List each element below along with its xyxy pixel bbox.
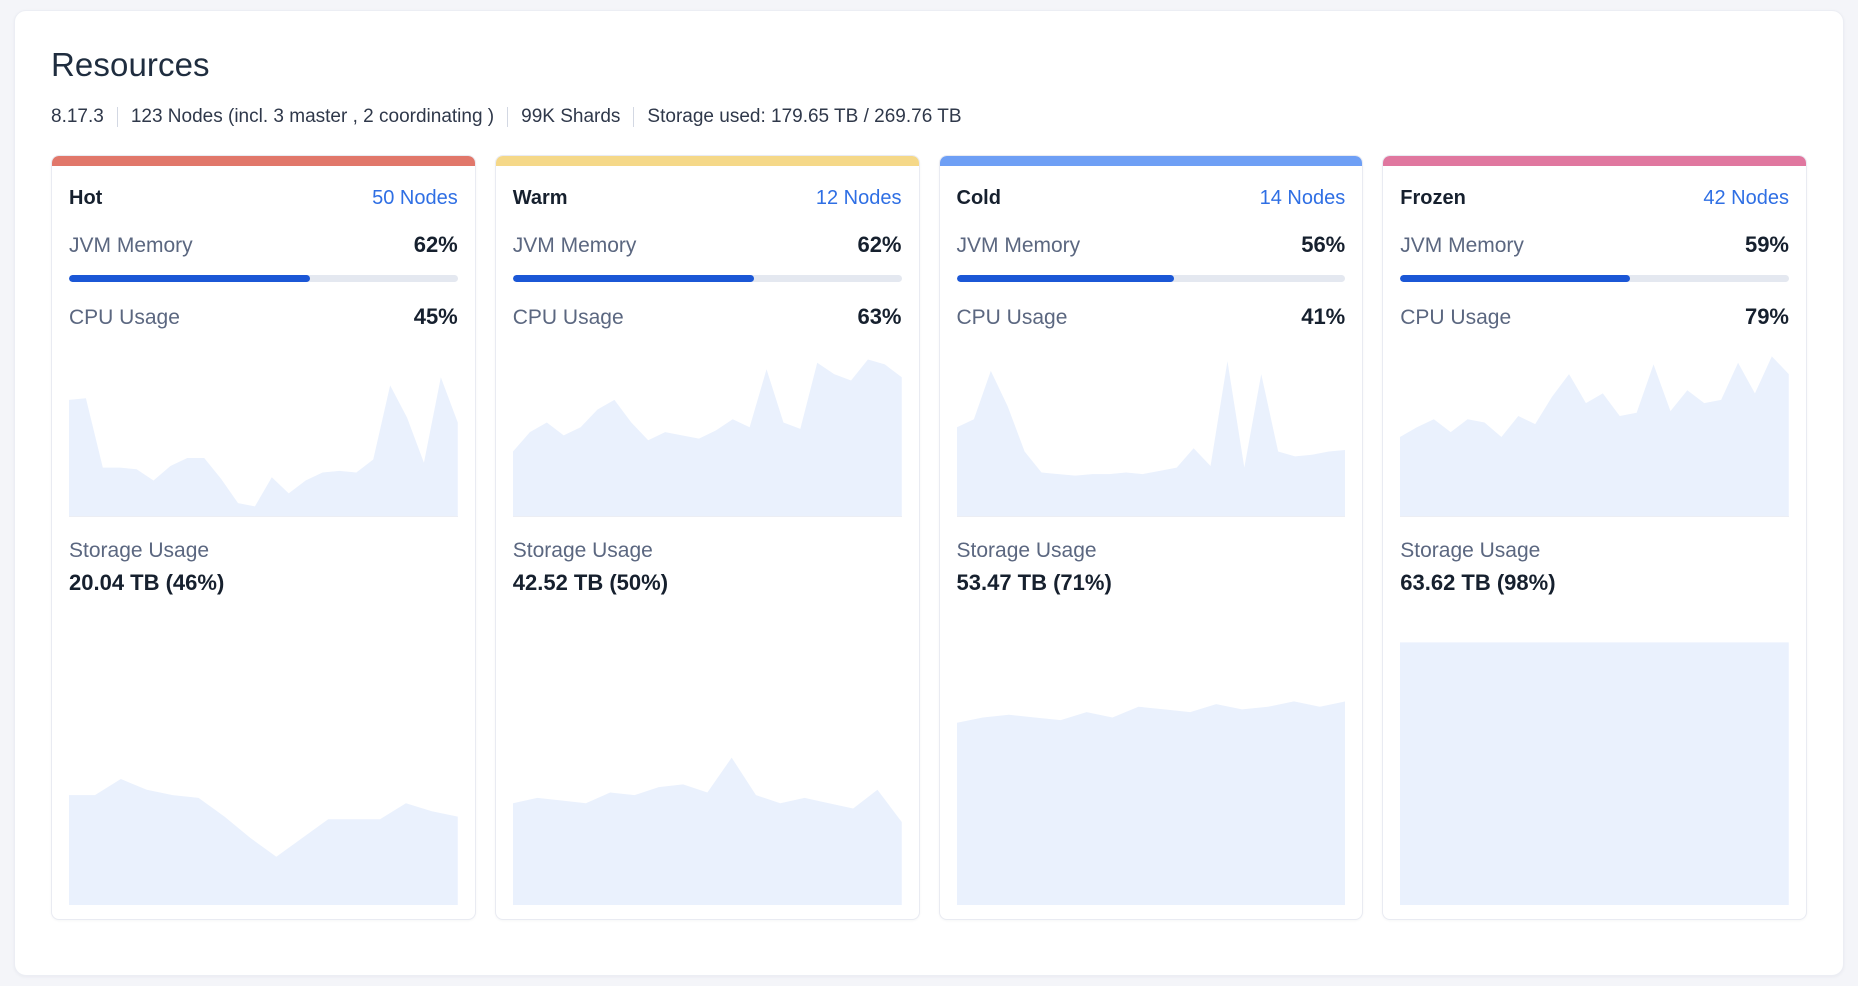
- cpu-usage-sparkline-area: [512, 359, 902, 517]
- cpu-usage-label: CPU Usage: [1400, 306, 1512, 330]
- tier-accent-bar: [1383, 156, 1806, 166]
- cpu-usage-sparkline-area: [1400, 356, 1789, 517]
- tier-card-header: Warm 12 Nodes: [513, 166, 902, 210]
- storage-usage-sparkline: [956, 598, 1346, 919]
- tier-card-hot[interactable]: Hot 50 Nodes JVM Memory 62% CPU Usage 45% Stor…: [51, 155, 476, 920]
- tier-accent-bar: [495, 156, 919, 166]
- cpu-usage-sparkline: [956, 348, 1346, 518]
- storage-usage-block: Storage Usage 63.62 TB (98%): [1400, 517, 1789, 598]
- jvm-memory-progress-fill: [1400, 274, 1630, 283]
- tier-name: Cold: [956, 186, 1001, 209]
- tier-card-header: Cold 14 Nodes: [957, 166, 1346, 210]
- storage-usage-label: Storage Usage: [1400, 539, 1541, 563]
- cpu-usage-label: CPU Usage: [956, 306, 1068, 330]
- meta-version: 8.17.3: [51, 106, 104, 127]
- jvm-memory-row: JVM Memory 62%: [513, 232, 902, 258]
- tier-card-header: Hot 50 Nodes: [69, 166, 458, 210]
- storage-usage-sparkline: [1400, 598, 1789, 919]
- jvm-memory-label: JVM Memory: [1400, 233, 1524, 257]
- tier-node-count-link[interactable]: 14 Nodes: [1259, 186, 1346, 209]
- storage-usage-value: 63.62 TB (98%): [1400, 570, 1556, 596]
- jvm-memory-value: 56%: [1301, 231, 1346, 257]
- storage-usage-label: Storage Usage: [956, 539, 1097, 563]
- jvm-memory-label: JVM Memory: [956, 233, 1081, 257]
- meta-shards: 99K Shards: [521, 106, 621, 127]
- tier-accent-bar: [939, 156, 1363, 166]
- jvm-memory-value: 62%: [413, 231, 458, 257]
- tier-card-body: Warm 12 Nodes JVM Memory 62% CPU Usage 63% Sto…: [496, 166, 919, 919]
- storage-usage-value: 20.04 TB (46%): [69, 570, 225, 596]
- jvm-memory-row: JVM Memory 59%: [1400, 232, 1789, 258]
- tier-card-body: Cold 14 Nodes JVM Memory 56% CPU Usage 41% Sto…: [940, 166, 1363, 919]
- storage-usage-label: Storage Usage: [69, 539, 210, 563]
- meta-divider: [116, 107, 118, 127]
- tier-card-header: Frozen 42 Nodes: [1400, 166, 1789, 210]
- jvm-memory-progress-fill: [956, 274, 1175, 283]
- tier-card-body: Hot 50 Nodes JVM Memory 62% CPU Usage 45% Stor…: [52, 166, 475, 919]
- jvm-memory-progress: [956, 274, 1346, 283]
- jvm-memory-row: JVM Memory 56%: [957, 232, 1346, 258]
- storage-usage-value: 53.47 TB (71%): [956, 570, 1112, 596]
- tier-name: Warm: [512, 186, 568, 209]
- cpu-usage-sparkline-area: [956, 361, 1346, 517]
- jvm-memory-progress-fill: [69, 274, 311, 283]
- cpu-usage-sparkline: [69, 348, 458, 518]
- cpu-usage-value: 45%: [413, 304, 458, 330]
- storage-usage-sparkline-area: [69, 779, 458, 905]
- meta-nodes: 123 Nodes (incl. 3 master , 2 coordinati…: [130, 106, 495, 127]
- storage-usage-sparkline: [69, 598, 458, 919]
- storage-usage-sparkline: [512, 598, 902, 919]
- storage-usage-block: Storage Usage 53.47 TB (71%): [957, 517, 1346, 598]
- tier-card-list: Hot 50 Nodes JVM Memory 62% CPU Usage 45% Stor…: [51, 155, 1807, 920]
- jvm-memory-progress: [1400, 274, 1789, 283]
- tier-node-count-link[interactable]: 50 Nodes: [372, 186, 458, 209]
- storage-usage-sparkline-area: [956, 701, 1346, 905]
- tier-card-warm[interactable]: Warm 12 Nodes JVM Memory 62% CPU Usage 63% Sto…: [494, 155, 920, 920]
- page-title: Resources: [51, 46, 210, 83]
- tier-node-count-link[interactable]: 12 Nodes: [815, 186, 902, 209]
- cpu-usage-value: 63%: [857, 304, 902, 330]
- meta-divider: [507, 107, 509, 127]
- tier-name: Hot: [69, 186, 103, 209]
- resources-panel: Resources 8.17.3 123 Nodes (incl. 3 mast…: [14, 10, 1844, 976]
- meta-storage-used: Storage used: 179.65 TB / 269.76 TB: [647, 106, 962, 127]
- tier-node-count-link[interactable]: 42 Nodes: [1703, 186, 1789, 209]
- cpu-usage-value: 41%: [1301, 304, 1346, 330]
- storage-usage-block: Storage Usage 42.52 TB (50%): [513, 517, 902, 598]
- meta-divider: [633, 107, 635, 127]
- tier-card-body: Frozen 42 Nodes JVM Memory 59% CPU Usage 79% S…: [1383, 166, 1806, 919]
- tier-card-cold[interactable]: Cold 14 Nodes JVM Memory 56% CPU Usage 41% Sto…: [938, 155, 1364, 920]
- storage-usage-block: Storage Usage 20.04 TB (46%): [69, 517, 458, 598]
- jvm-memory-progress: [69, 274, 458, 283]
- cpu-usage-row: CPU Usage 45%: [69, 304, 458, 330]
- cluster-meta-line: 8.17.3 123 Nodes (incl. 3 master , 2 coo…: [51, 105, 1807, 129]
- jvm-memory-value: 59%: [1744, 231, 1789, 257]
- cpu-usage-label: CPU Usage: [69, 306, 180, 330]
- jvm-memory-progress-fill: [512, 274, 754, 283]
- jvm-memory-label: JVM Memory: [512, 233, 637, 257]
- cpu-usage-row: CPU Usage 79%: [1400, 304, 1789, 330]
- cpu-usage-sparkline-area: [69, 377, 458, 517]
- tier-card-frozen[interactable]: Frozen 42 Nodes JVM Memory 59% CPU Usage 79% S…: [1382, 155, 1807, 920]
- storage-usage-sparkline-area: [512, 757, 902, 905]
- tier-name: Frozen: [1400, 186, 1466, 209]
- storage-usage-label: Storage Usage: [512, 539, 653, 563]
- cpu-usage-sparkline: [1400, 348, 1789, 518]
- jvm-memory-row: JVM Memory 62%: [69, 232, 458, 258]
- cpu-usage-row: CPU Usage 63%: [513, 304, 902, 330]
- jvm-memory-label: JVM Memory: [69, 233, 193, 257]
- tier-accent-bar: [52, 156, 475, 166]
- cpu-usage-value: 79%: [1744, 304, 1789, 330]
- jvm-memory-value: 62%: [857, 231, 902, 257]
- cpu-usage-label: CPU Usage: [512, 306, 624, 330]
- storage-usage-value: 42.52 TB (50%): [512, 570, 669, 596]
- cpu-usage-row: CPU Usage 41%: [957, 304, 1346, 330]
- cpu-usage-sparkline: [512, 348, 902, 518]
- storage-usage-sparkline-area: [1400, 642, 1789, 905]
- jvm-memory-progress: [512, 274, 902, 283]
